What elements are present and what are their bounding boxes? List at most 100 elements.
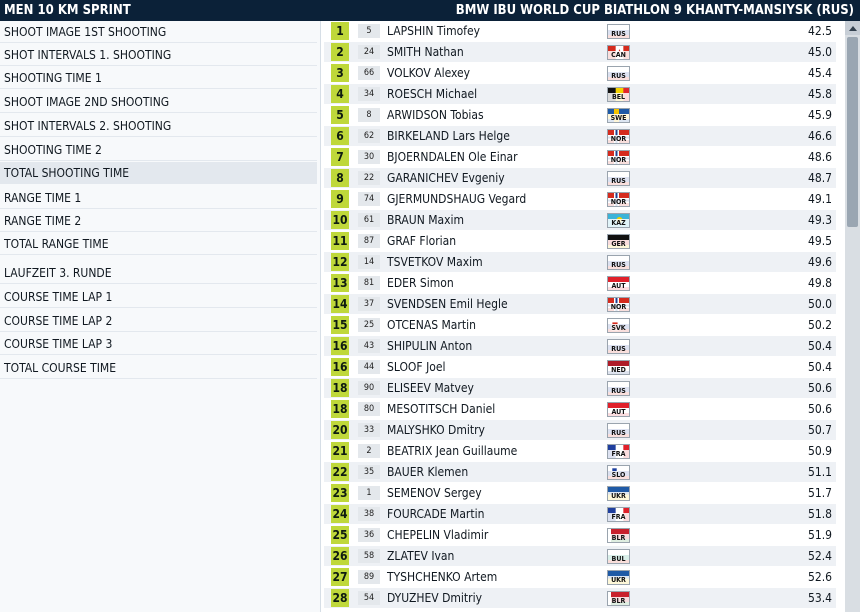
athlete-name: CHEPELIN Vladimir: [387, 528, 489, 542]
nation-flag-icon: FRA: [607, 444, 630, 459]
bib-number: 38: [358, 507, 380, 521]
sidebar-item[interactable]: RANGE TIME 2: [0, 210, 317, 232]
sidebar-item[interactable]: SHOOTING TIME 1: [0, 67, 317, 89]
nation-flag-icon: BEL: [607, 87, 630, 102]
result-row[interactable]: 18 90 ELISEEV Matvey RUS 50.6: [324, 378, 836, 398]
bib-number: 89: [358, 570, 380, 584]
result-row[interactable]: 7 30 BJOERNDALEN Ole Einar NOR 48.6: [324, 147, 836, 167]
nation-flag-icon: UKR: [607, 570, 630, 585]
sidebar-item[interactable]: COURSE TIME LAP 2: [0, 310, 317, 332]
nation-flag-icon: FRA: [607, 507, 630, 522]
result-row[interactable]: 22 35 BAUER Klemen SLO 51.1: [324, 462, 836, 482]
result-row[interactable]: 25 36 CHEPELIN Vladimir BLR 51.9: [324, 525, 836, 545]
rank-badge: 15: [331, 316, 349, 334]
scroll-up-arrow-icon[interactable]: [845, 21, 860, 35]
result-row[interactable]: 18 80 MESOTITSCH Daniel AUT 50.6: [324, 399, 836, 419]
nation-code: NOR: [608, 303, 629, 311]
sidebar-item[interactable]: SHOT INTERVALS 2. SHOOTING: [0, 115, 317, 137]
result-time: 50.4: [807, 360, 832, 374]
result-row[interactable]: 12 14 TSVETKOV Maxim RUS 49.6: [324, 252, 836, 272]
result-row[interactable]: 14 37 SVENDSEN Emil Hegle NOR 50.0: [324, 294, 836, 314]
sidebar-item[interactable]: TOTAL RANGE TIME: [0, 233, 317, 255]
nation-code: FRA: [608, 513, 629, 521]
rank-badge: 2: [331, 43, 349, 61]
rank-badge: 24: [331, 505, 349, 523]
result-row[interactable]: 11 87 GRAF Florian GER 49.5: [324, 231, 836, 251]
athlete-name: SHIPULIN Anton: [387, 339, 473, 353]
result-row[interactable]: 23 1 SEMENOV Sergey UKR 51.7: [324, 483, 836, 503]
rank-badge: 11: [331, 232, 349, 250]
nation-flag-icon: RUS: [607, 24, 630, 39]
nation-flag-icon: SVK: [607, 318, 630, 333]
sidebar-item[interactable]: SHOT INTERVALS 1. SHOOTING: [0, 44, 317, 66]
result-row[interactable]: 28 54 DYUZHEV Dmitriy BLR 53.4: [324, 588, 836, 608]
nation-code: KAZ: [608, 219, 629, 227]
results-list: 1 5 LAPSHIN Timofey RUS 42.5 2 24 SMITH Nathan C…: [324, 21, 844, 612]
nation-flag-icon: KAZ: [607, 213, 630, 228]
bib-number: 44: [358, 360, 380, 374]
result-row[interactable]: 26 58 ZLATEV Ivan BUL 52.4: [324, 546, 836, 566]
nation-code: RUS: [608, 387, 629, 395]
results-scrollbar[interactable]: [845, 21, 860, 612]
bib-number: 8: [358, 108, 380, 122]
result-row[interactable]: 2 24 SMITH Nathan CAN 45.0: [324, 42, 836, 62]
sidebar-item[interactable]: COURSE TIME LAP 3: [0, 333, 317, 355]
nation-code: RUS: [608, 30, 629, 38]
bib-number: 25: [358, 318, 380, 332]
result-row[interactable]: 16 43 SHIPULIN Anton RUS 50.4: [324, 336, 836, 356]
scrollbar-thumb[interactable]: [847, 37, 858, 227]
sidebar-item[interactable]: LAUFZEIT 3. RUNDE: [0, 262, 317, 284]
nation-code: UKR: [608, 576, 629, 584]
rank-badge: 28: [331, 589, 349, 607]
sidebar-item[interactable]: COURSE TIME LAP 1: [0, 286, 317, 308]
sidebar-item[interactable]: TOTAL COURSE TIME: [0, 357, 317, 379]
result-row[interactable]: 24 38 FOURCADE Martin FRA 51.8: [324, 504, 836, 524]
result-row[interactable]: 10 61 BRAUN Maxim KAZ 49.3: [324, 210, 836, 230]
athlete-name: LAPSHIN Timofey: [387, 24, 481, 38]
bib-number: 22: [358, 171, 380, 185]
rank-badge: 12: [331, 253, 349, 271]
athlete-name: GJERMUNDSHAUG Vegard: [387, 192, 527, 206]
rank-badge: 5: [331, 106, 349, 124]
result-time: 50.7: [807, 423, 832, 437]
result-time: 42.5: [807, 24, 832, 38]
result-row[interactable]: 4 34 ROESCH Michael BEL 45.8: [324, 84, 836, 104]
athlete-name: BIRKELAND Lars Helge: [387, 129, 510, 143]
sidebar-item[interactable]: RANGE TIME 1: [0, 187, 317, 209]
rank-badge: 26: [331, 547, 349, 565]
sidebar-item[interactable]: TOTAL SHOOTING TIME: [0, 162, 317, 184]
rank-badge: 4: [331, 85, 349, 103]
result-row[interactable]: 6 62 BIRKELAND Lars Helge NOR 46.6: [324, 126, 836, 146]
result-row[interactable]: 27 89 TYSHCHENKO Artem UKR 52.6: [324, 567, 836, 587]
sidebar-item[interactable]: SHOOT IMAGE 1ST SHOOTING: [0, 21, 317, 43]
bib-number: 58: [358, 549, 380, 563]
sidebar-item[interactable]: SHOOT IMAGE 2ND SHOOTING: [0, 91, 317, 113]
nation-flag-icon: NED: [607, 360, 630, 375]
nation-flag-icon: AUT: [607, 402, 630, 417]
result-row[interactable]: 3 66 VOLKOV Alexey RUS 45.4: [324, 63, 836, 83]
rank-badge: 16: [331, 337, 349, 355]
nation-flag-icon: RUS: [607, 171, 630, 186]
athlete-name: GRAF Florian: [387, 234, 457, 248]
sidebar-item[interactable]: SHOOTING TIME 2: [0, 139, 317, 161]
title-bar: MEN 10 KM SPRINT BMW IBU WORLD CUP BIATH…: [0, 0, 860, 21]
rank-badge: 23: [331, 484, 349, 502]
nation-code: GER: [608, 240, 629, 248]
result-row[interactable]: 15 25 OTCENAS Martin SVK 50.2: [324, 315, 836, 335]
result-row[interactable]: 1 5 LAPSHIN Timofey RUS 42.5: [324, 21, 836, 41]
result-row[interactable]: 5 8 ARWIDSON Tobias SWE 45.9: [324, 105, 836, 125]
nation-code: NOR: [608, 198, 629, 206]
result-row[interactable]: 16 44 SLOOF Joel NED 50.4: [324, 357, 836, 377]
result-row[interactable]: 13 81 EDER Simon AUT 49.8: [324, 273, 836, 293]
rank-badge: 1: [331, 22, 349, 40]
result-row[interactable]: 21 2 BEATRIX Jean Guillaume FRA 50.9: [324, 441, 836, 461]
nation-flag-icon: AUT: [607, 276, 630, 291]
rank-badge: 14: [331, 295, 349, 313]
bib-number: 81: [358, 276, 380, 290]
result-row[interactable]: 8 22 GARANICHEV Evgeniy RUS 48.7: [324, 168, 836, 188]
result-row[interactable]: 20 33 MALYSHKO Dmitry RUS 50.7: [324, 420, 836, 440]
result-time: 51.8: [807, 507, 832, 521]
nation-flag-icon: RUS: [607, 381, 630, 396]
result-row[interactable]: 9 74 GJERMUNDSHAUG Vegard NOR 49.1: [324, 189, 836, 209]
athlete-name: DYUZHEV Dmitriy: [387, 591, 482, 605]
